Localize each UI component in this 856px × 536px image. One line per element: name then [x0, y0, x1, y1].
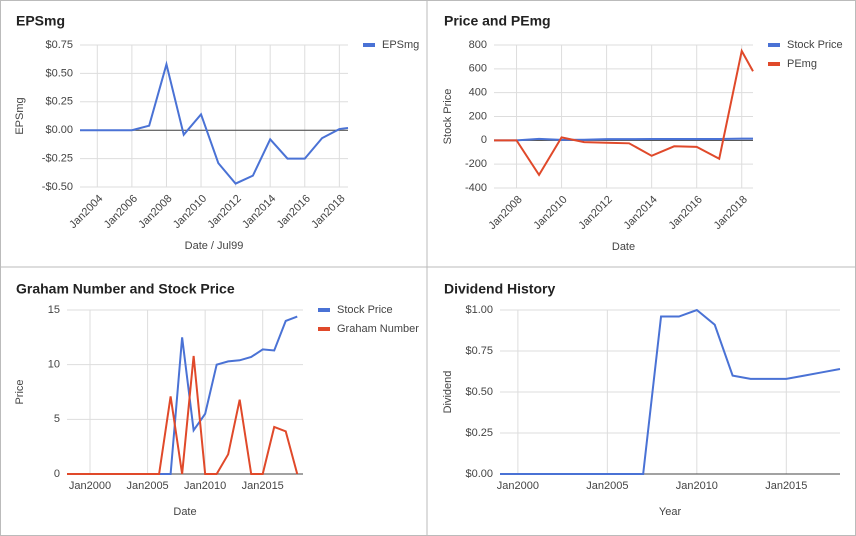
legend-swatch	[318, 308, 330, 312]
series-line	[494, 48, 754, 177]
y-tick-label: 400	[469, 87, 487, 99]
legend-label: PEmg	[787, 58, 817, 70]
y-tick-label: $0.75	[465, 345, 493, 357]
y-tick-label: 200	[469, 110, 487, 122]
x-tick-label: Jan2015	[242, 480, 284, 492]
series-line	[80, 60, 349, 185]
y-axis-label: Price	[14, 379, 26, 404]
x-tick-label: Jan2005	[126, 480, 168, 492]
y-tick-label: $0.00	[465, 468, 493, 480]
y-tick-label: $0.50	[45, 67, 73, 79]
y-tick-label: $0.25	[45, 96, 73, 108]
y-axis-label: EPSmg	[14, 97, 26, 134]
legend-label: Graham Number	[337, 323, 419, 335]
y-tick-label: -$0.50	[42, 181, 73, 193]
y-tick-label: 800	[469, 39, 487, 51]
x-tick-label: Jan2005	[586, 480, 628, 492]
x-tick-label: Jan2015	[765, 480, 807, 492]
x-axis-label: Date	[612, 241, 635, 253]
y-tick-label: 10	[48, 359, 60, 371]
x-axis-label: Year	[659, 506, 682, 518]
y-tick-label: $0.50	[465, 386, 493, 398]
series-line	[500, 308, 841, 475]
x-tick-label: Jan2010	[184, 480, 226, 492]
chart-title: Price and PEmg	[444, 13, 551, 29]
y-tick-label: $0.00	[45, 124, 73, 136]
y-tick-label: 600	[469, 63, 487, 75]
y-tick-label: 0	[481, 134, 487, 146]
y-tick-label: 15	[48, 304, 60, 316]
x-axis-label: Date	[173, 506, 196, 518]
x-axis-label: Date / Jul99	[185, 240, 244, 252]
legend-swatch	[768, 62, 780, 66]
legend-label: Stock Price	[337, 304, 393, 316]
chart-title: EPSmg	[16, 13, 65, 29]
y-tick-label: $0.75	[45, 39, 73, 51]
y-axis-label: Dividend	[442, 371, 454, 414]
y-tick-label: $0.25	[465, 427, 493, 439]
series-line	[67, 355, 299, 475]
y-axis-label: Stock Price	[442, 89, 454, 145]
legend-label: Stock Price	[787, 39, 843, 51]
y-tick-label: -$0.25	[42, 153, 73, 165]
y-tick-label: 5	[54, 413, 60, 425]
x-tick-label: Jan2000	[69, 480, 111, 492]
y-tick-label: -400	[465, 182, 487, 194]
chart-title: Dividend History	[444, 281, 555, 297]
series-line	[494, 137, 754, 142]
chart-panel: Graham Number and Stock Price 15 10 5 0 Jan20…	[14, 281, 419, 518]
y-tick-label: -200	[465, 158, 487, 170]
x-tick-label: Jan2010	[676, 480, 718, 492]
legend-swatch	[318, 327, 330, 331]
legend-swatch	[768, 43, 780, 47]
legend-swatch	[363, 43, 375, 47]
chart-title: Graham Number and Stock Price	[16, 281, 235, 297]
chart-panel: Dividend History $1.00 $0.75 $0.50 $0.25 $0.0…	[442, 281, 841, 518]
legend-label: EPSmg	[382, 39, 419, 51]
x-tick-label: Jan2000	[497, 480, 539, 492]
y-tick-label: 0	[54, 468, 60, 480]
y-tick-label: $1.00	[465, 304, 493, 316]
